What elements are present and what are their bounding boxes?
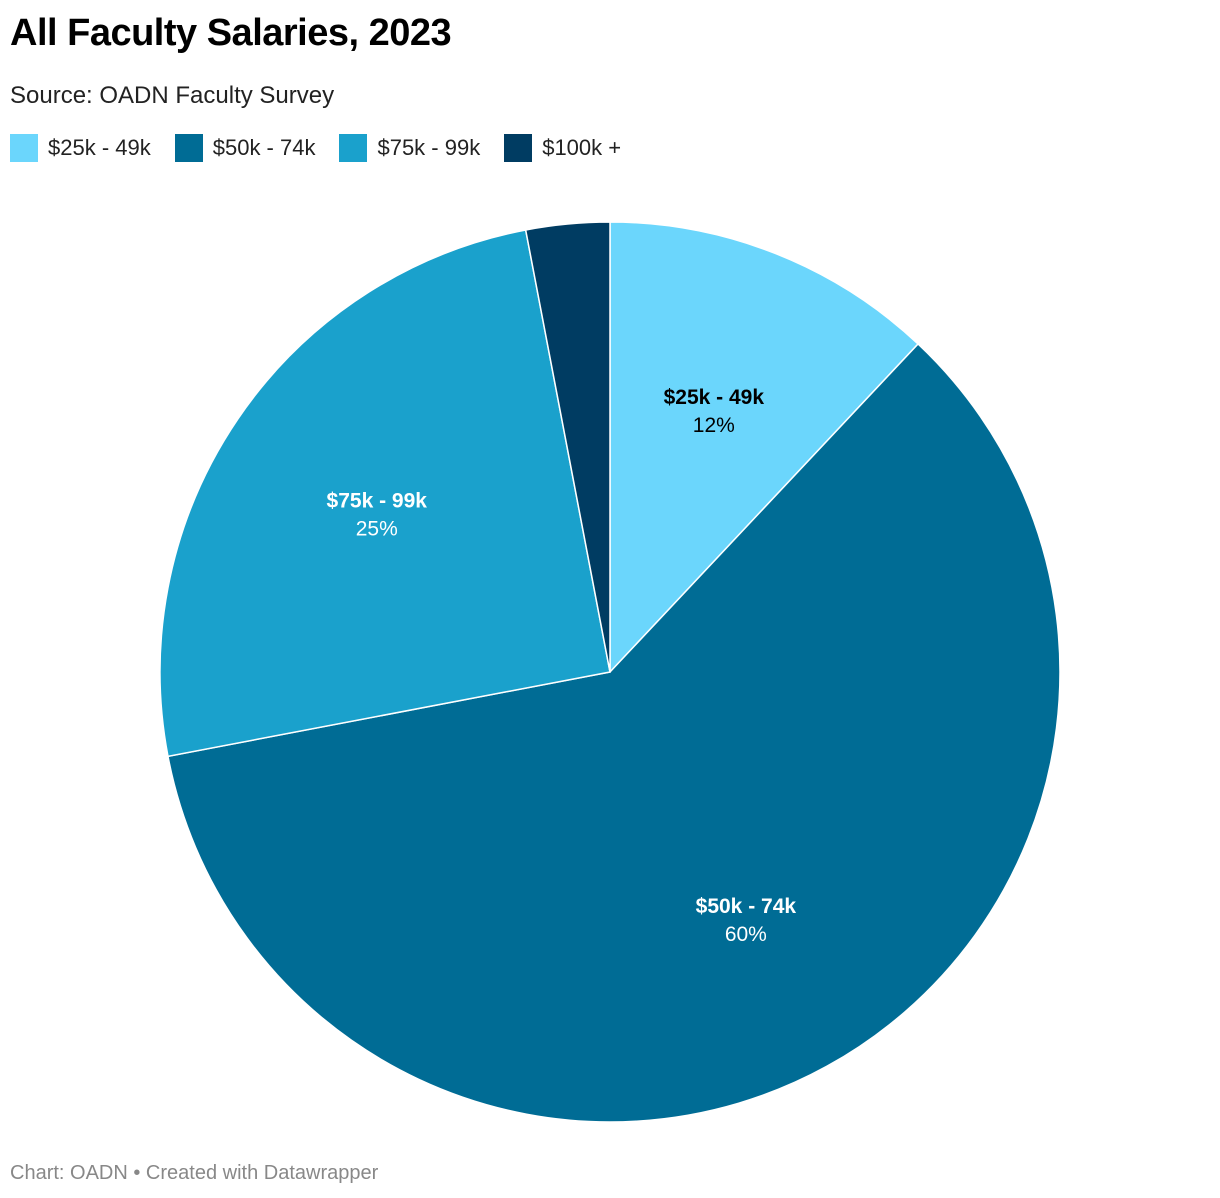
legend-swatch <box>339 134 368 162</box>
pie-slice <box>609 221 920 674</box>
chart-footer: Chart: OADN • Created with Datawrapper <box>10 1162 379 1184</box>
legend-label: $100k + <box>542 135 622 160</box>
legend-item: $100k + <box>504 134 621 162</box>
legend-item: $75k - 99k <box>339 134 480 162</box>
legend-label: $75k - 99k <box>377 135 481 160</box>
legend: $25k - 49k $50k - 74k $75k - 99k $100k + <box>10 134 621 162</box>
legend-label: $25k - 49k <box>48 135 151 160</box>
pie-slice <box>159 229 611 758</box>
legend-swatch <box>10 134 38 162</box>
legend-item: $25k - 49k <box>10 134 151 162</box>
legend-swatch <box>174 134 203 162</box>
slice-value-label: 25% <box>356 517 398 540</box>
legend-swatch <box>504 134 533 162</box>
chart-subtitle: Source: OADN Faculty Survey <box>10 82 335 109</box>
legend-label: $50k - 74k <box>212 135 316 160</box>
slice-category-label: $50k - 74k <box>696 895 797 918</box>
slice-value-label: 12% <box>693 414 735 437</box>
legend-item: $50k - 74k <box>174 134 316 162</box>
chart-title: All Faculty Salaries, 2023 <box>10 12 452 54</box>
slice-category-label: $25k - 49k <box>664 386 765 409</box>
slice-category-label: $75k - 99k <box>327 489 428 512</box>
slice-value-label: 60% <box>725 923 767 946</box>
pie-slice <box>167 342 1061 1123</box>
pie-slice <box>524 221 611 673</box>
